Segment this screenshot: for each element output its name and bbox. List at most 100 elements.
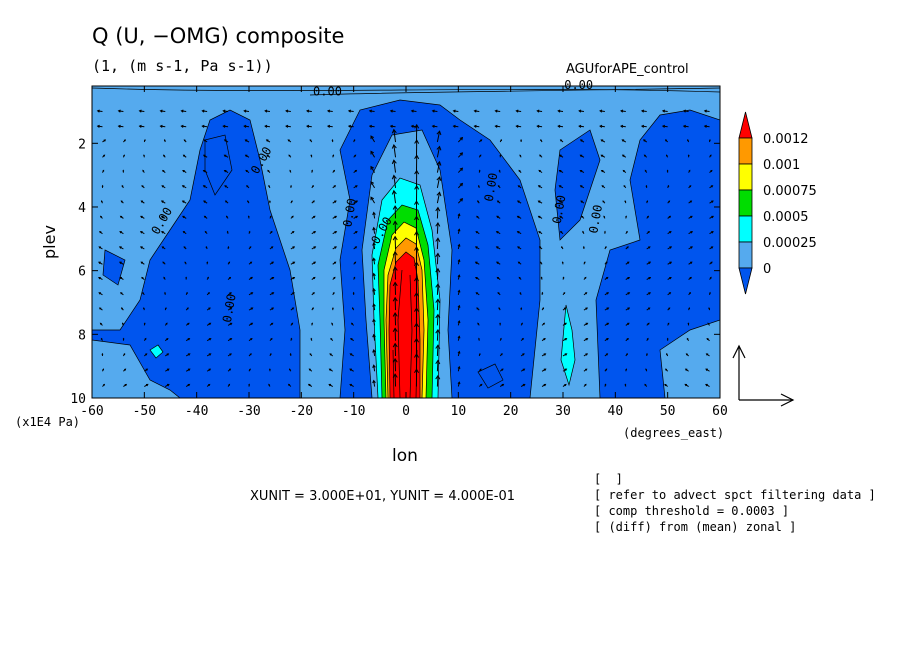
wind-vector [582,230,585,234]
wind-vector [308,368,313,372]
wind-vector [625,368,628,372]
wind-vector [538,246,543,250]
wind-vector-head [334,215,338,219]
wind-vector [392,266,398,280]
wind-vector [353,246,358,250]
wind-vector-head [332,291,335,294]
wind-vector-head [689,292,691,295]
wind-vector [414,184,420,204]
wind-vector [159,109,166,113]
wind-vector-head [521,337,524,341]
wind-vector [391,128,397,143]
wind-vector-shaft [393,190,397,204]
wind-vector [227,322,233,326]
wind-vector [602,200,606,204]
wind-vector-head [292,261,296,265]
wind-vector-head [392,205,398,210]
wind-vector-head [225,215,228,218]
wind-vector-head [517,261,521,264]
wind-vector-head [457,274,461,278]
wind-vector-shaft [436,253,439,265]
wind-vector [245,169,250,174]
wind-vector [496,276,501,280]
wind-vector [435,252,441,265]
wind-vector-head [140,261,143,264]
wind-vector [582,245,585,250]
wind-vector [494,109,501,113]
wind-vector-head [516,231,520,234]
wind-vector-head [227,245,230,248]
wind-vector [709,215,714,219]
wind-vector [708,307,711,311]
wind-vector [269,322,274,326]
wind-vector-head [459,182,464,187]
wind-vector [703,109,710,113]
wind-vector [478,337,480,341]
wind-vector-head [392,373,398,378]
wind-vector-head [477,322,480,325]
wind-vector [499,322,502,326]
wind-vector [117,124,124,128]
wind-vector-head [710,169,713,172]
wind-vector [227,353,232,357]
wind-vector [688,261,693,265]
wind-vector-head [435,313,441,319]
wind-vector-head [145,368,149,371]
wind-vector-head [538,231,541,234]
wind-vector [561,246,564,250]
wind-vector [122,154,125,158]
wind-vector [706,337,710,342]
wind-vector [498,169,501,173]
wind-vector [661,109,668,113]
wind-vector-head [98,261,101,265]
wind-vector [331,322,334,326]
wind-vector [163,154,166,158]
wind-vector-head [355,231,358,234]
wind-vector [290,292,295,296]
wind-vector-head [354,261,357,264]
wind-vector [558,185,564,189]
wind-vector-head [703,109,707,113]
wind-vector [646,337,649,341]
wind-vector [517,185,522,189]
wind-vector-head [245,169,248,173]
wind-vector-head [668,307,671,310]
wind-vector [583,383,587,387]
wind-vector-head [331,322,334,325]
wind-vector [435,328,441,341]
wind-vector [391,143,397,158]
wind-vector [185,291,188,296]
wind-vector [162,261,166,265]
wind-vector [520,353,525,357]
wind-vector [227,292,232,296]
wind-vector-head [391,174,397,180]
wind-vector-head [308,368,311,371]
wind-vector-head [392,296,398,302]
contour-label: 0.00 [313,85,342,99]
wind-vector-head [208,322,212,326]
wind-vector [265,139,271,143]
wind-vector [392,220,398,234]
wind-vector-head [164,307,167,310]
wind-vector-shaft [373,380,376,387]
wind-vector [372,318,376,326]
wind-vector-head [208,368,212,371]
wind-vector [122,337,125,341]
reference-vector-vertical-head [732,344,746,359]
wind-vector-head [558,200,562,203]
wind-vector-head [689,200,693,203]
wind-vector [164,353,170,357]
wind-vector [139,231,145,235]
wind-vector-head [479,154,482,157]
wind-vector [100,337,103,341]
wind-vector-head [475,276,478,280]
wind-vector-head [183,139,186,142]
wind-vector-head [117,109,121,113]
wind-vector [120,292,124,296]
wind-vector [661,124,668,128]
wind-vector [431,109,438,113]
wind-vector [682,124,689,128]
wind-vector-head [312,292,315,295]
wind-vector-head [288,154,291,157]
wind-vector [643,154,648,158]
